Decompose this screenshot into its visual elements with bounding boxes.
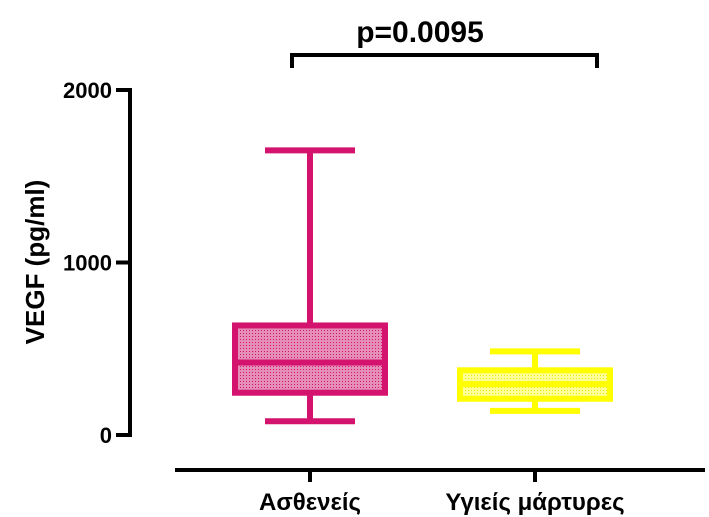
iqr-box-0 (232, 322, 388, 396)
x-category-label-0: Ασθενείς (259, 489, 361, 516)
box-group-0 (232, 147, 388, 425)
box-group-1 (457, 348, 613, 414)
p-value-label: p=0.0095 (356, 16, 484, 49)
y-tick-label-1: 1000 (63, 251, 112, 276)
x-category-label-1: Υγιείς μάρτυρες (445, 489, 624, 516)
y-axis-title: VEGF (pg/ml) (20, 180, 50, 345)
boxes (232, 147, 613, 425)
significance-bracket: p=0.0095 (290, 16, 599, 68)
axes: 0 1000 2000 Ασθενείς Υγιείς μάρτυρες (63, 78, 705, 516)
y-tick-label-2: 2000 (63, 78, 112, 103)
y-tick-label-0: 0 (100, 423, 112, 448)
